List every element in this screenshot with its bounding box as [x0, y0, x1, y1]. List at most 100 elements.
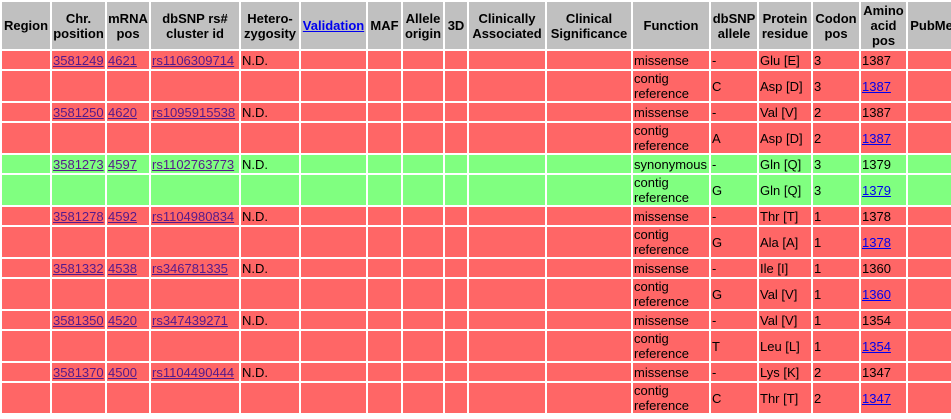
amino-acid-pos-cell-link[interactable]: 1387 [862, 130, 891, 146]
table-row: contig reference C Asp [D] 3 1387 [2, 71, 951, 101]
dbsnp-allele-cell: - [711, 103, 757, 121]
dbsnp-id-cell: rs1104980834 [151, 207, 239, 225]
heterozygosity-cell [241, 383, 299, 413]
pubmed-cell [908, 331, 951, 361]
amino-acid-pos-cell: 1387 [861, 71, 906, 101]
allele-origin-cell [403, 383, 443, 413]
dbsnp-id-cell-link[interactable]: rs1104490444 [152, 364, 235, 380]
3d-cell [445, 259, 467, 277]
dbsnp-id-cell: rs1095915538 [151, 103, 239, 121]
col-heterozygosity: Hetero- zygosity [241, 2, 299, 49]
col-allele-origin: Allele origin [403, 2, 443, 49]
amino-acid-pos-cell-link[interactable]: 1379 [862, 182, 891, 198]
chr-position-cell-link[interactable]: 3581332 [53, 260, 104, 276]
mrna-pos-cell-link[interactable]: 4620 [108, 104, 137, 120]
chr-position-cell-link[interactable]: 3581370 [53, 364, 104, 380]
dbsnp-id-cell-link[interactable]: rs347439271 [152, 312, 228, 328]
mrna-pos-cell-link[interactable]: 4597 [108, 156, 137, 172]
mrna-pos-cell [107, 175, 149, 205]
mrna-pos-cell-link[interactable]: 4500 [108, 364, 137, 380]
mrna-pos-cell [107, 123, 149, 153]
chr-position-cell-link[interactable]: 3581250 [53, 104, 104, 120]
amino-acid-pos-cell-link[interactable]: 1347 [862, 390, 891, 406]
validation-cell [301, 331, 366, 361]
validation-cell [301, 207, 366, 225]
mrna-pos-cell-link[interactable]: 4621 [108, 52, 137, 68]
table-row: contig reference T Leu [L] 1 1354 [2, 331, 951, 361]
amino-acid-pos-cell-link[interactable]: 1354 [862, 338, 891, 354]
col-mrna-pos: mRNA pos [107, 2, 149, 49]
chr-position-cell [52, 123, 105, 153]
dbsnp-allele-cell: A [711, 123, 757, 153]
amino-acid-pos-cell-link[interactable]: 1387 [862, 78, 891, 94]
function-cell: missense [633, 103, 709, 121]
dbsnp-id-cell [151, 227, 239, 257]
dbsnp-id-cell-link[interactable]: rs1095915538 [152, 104, 236, 120]
maf-cell [368, 363, 401, 381]
clinical-significance-cell [547, 123, 631, 153]
codon-pos-cell: 1 [813, 279, 859, 309]
protein-residue-cell: Gln [Q] [759, 175, 811, 205]
chr-position-cell-link[interactable]: 3581249 [53, 52, 104, 68]
allele-origin-cell [403, 311, 443, 329]
dbsnp-allele-cell: - [711, 51, 757, 69]
maf-cell [368, 227, 401, 257]
heterozygosity-cell: N.D. [241, 363, 299, 381]
clinical-significance-cell [547, 259, 631, 277]
maf-cell [368, 175, 401, 205]
header-row: Region Chr. position mRNA pos dbSNP rs# … [2, 2, 951, 49]
allele-origin-cell [403, 103, 443, 121]
protein-residue-cell: Gln [Q] [759, 155, 811, 173]
pubmed-cell [908, 279, 951, 309]
mrna-pos-cell: 4592 [107, 207, 149, 225]
heterozygosity-cell: N.D. [241, 51, 299, 69]
pubmed-cell [908, 207, 951, 225]
mrna-pos-cell-link[interactable]: 4520 [108, 312, 137, 328]
clinically-associated-cell [469, 259, 545, 277]
chr-position-cell: 3581250 [52, 103, 105, 121]
chr-position-cell-link[interactable]: 3581350 [53, 312, 104, 328]
mrna-pos-cell [107, 71, 149, 101]
region-cell [2, 123, 50, 153]
table-row: 3581250 4620 rs1095915538 N.D. missense - Val … [2, 103, 951, 121]
amino-acid-pos-cell: 1347 [861, 383, 906, 413]
pubmed-cell [908, 51, 951, 69]
col-amino-acid-pos: Amino acid pos [861, 2, 906, 49]
codon-pos-cell: 3 [813, 51, 859, 69]
3d-cell [445, 383, 467, 413]
dbsnp-id-cell [151, 279, 239, 309]
pubmed-cell [908, 175, 951, 205]
dbsnp-allele-cell: - [711, 311, 757, 329]
chr-position-cell [52, 227, 105, 257]
amino-acid-pos-cell-link[interactable]: 1360 [862, 286, 891, 302]
mrna-pos-cell: 4621 [107, 51, 149, 69]
maf-cell [368, 331, 401, 361]
chr-position-cell: 3581350 [52, 311, 105, 329]
dbsnp-id-cell-link[interactable]: rs1106309714 [152, 52, 235, 68]
amino-acid-pos-cell-link[interactable]: 1378 [862, 234, 891, 250]
function-cell: missense [633, 51, 709, 69]
chr-position-cell [52, 175, 105, 205]
pubmed-cell [908, 311, 951, 329]
mrna-pos-cell-link[interactable]: 4538 [108, 260, 137, 276]
chr-position-cell-link[interactable]: 3581273 [53, 156, 104, 172]
dbsnp-id-cell-link[interactable]: rs346781335 [152, 260, 228, 276]
allele-origin-cell [403, 363, 443, 381]
dbsnp-id-cell-link[interactable]: rs1104980834 [152, 208, 235, 224]
mrna-pos-cell-link[interactable]: 4592 [108, 208, 137, 224]
amino-acid-pos-cell: 1354 [861, 331, 906, 361]
validation-link[interactable]: Validation [302, 18, 365, 33]
allele-origin-cell [403, 71, 443, 101]
amino-acid-pos-cell: 1387 [861, 51, 906, 69]
protein-residue-cell: Lys [K] [759, 363, 811, 381]
dbsnp-id-cell [151, 71, 239, 101]
codon-pos-cell: 1 [813, 259, 859, 277]
table-row: 3581278 4592 rs1104980834 N.D. missense - Thr … [2, 207, 951, 225]
table-row: 3581350 4520 rs347439271 N.D. missense - Val [… [2, 311, 951, 329]
clinical-significance-cell [547, 51, 631, 69]
dbsnp-allele-cell: G [711, 227, 757, 257]
dbsnp-id-cell-link[interactable]: rs1102763773 [152, 156, 235, 172]
chr-position-cell-link[interactable]: 3581278 [53, 208, 104, 224]
validation-cell [301, 123, 366, 153]
